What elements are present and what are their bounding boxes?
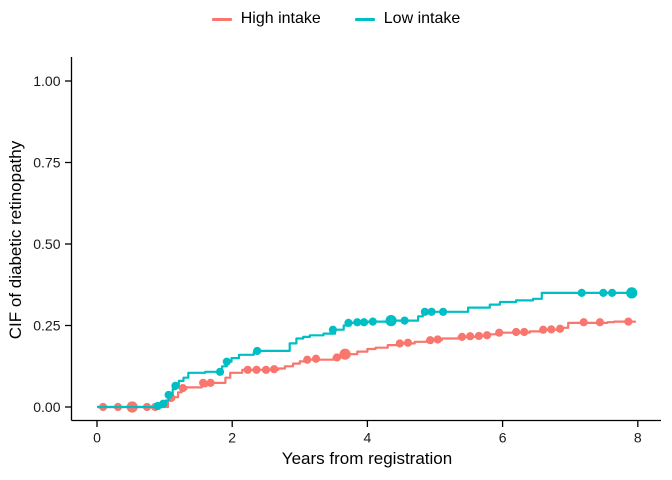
censor-mark-high-intake (482, 331, 492, 340)
censor-mark-low-intake (222, 357, 231, 366)
censor-mark-high-intake (252, 365, 261, 374)
y-tick-label: 0.25 (33, 318, 60, 334)
censor-mark-high-intake (206, 378, 215, 387)
censor-mark-low-intake (608, 288, 617, 297)
x-tick-label: 0 (93, 430, 101, 446)
curve-high-intake (97, 320, 637, 409)
censor-mark-low-intake (626, 287, 638, 299)
censor-mark-low-intake (439, 307, 448, 316)
curve-low-intake (97, 291, 632, 409)
y-axis-title: CIF of diabetic retinopathy (6, 140, 25, 340)
censor-mark-low-intake (427, 307, 436, 316)
legend-swatch-low-intake-line (354, 17, 375, 21)
censor-mark-high-intake (243, 365, 252, 374)
censor-mark-low-intake (344, 318, 353, 327)
legend-item-low-intake: Low intake (354, 10, 461, 28)
censor-mark-high-intake (624, 317, 633, 326)
censor-mark-low-intake (253, 346, 262, 356)
censor-mark-high-intake (339, 348, 351, 360)
censor-mark-high-intake (332, 353, 342, 362)
censor-mark-low-intake (171, 381, 180, 390)
censor-mark-high-intake (466, 332, 475, 341)
censor-mark-high-intake (595, 318, 605, 327)
censor-mark-high-intake (474, 331, 484, 341)
chart-legend: High intake Low intake (0, 10, 672, 28)
y-tick-label: 0.00 (33, 399, 60, 415)
y-tick-label: 0.75 (33, 155, 60, 171)
legend-label-high-intake: High intake (240, 10, 321, 27)
censor-mark-low-intake (328, 325, 338, 334)
x-tick-label: 2 (228, 430, 236, 446)
y-tick-label: 0.50 (33, 236, 60, 252)
censor-mark-high-intake (311, 354, 321, 363)
censor-mark-low-intake (599, 288, 608, 297)
censor-mark-high-intake (261, 365, 271, 374)
censor-mark-high-intake (433, 335, 442, 344)
censor-mark-high-intake (547, 325, 556, 334)
x-tick-label: 4 (364, 430, 372, 446)
censor-mark-high-intake (395, 339, 404, 348)
censor-mark-high-intake (199, 378, 208, 387)
censor-mark-low-intake (359, 318, 369, 327)
censor-mark-high-intake (555, 324, 565, 333)
censor-mark-high-intake (403, 338, 413, 347)
legend-label-low-intake: Low intake (383, 10, 461, 27)
censor-mark-low-intake (164, 390, 173, 400)
censor-mark-high-intake (457, 332, 467, 342)
legend-swatch-high-intake-line (211, 17, 232, 21)
censor-mark-high-intake (303, 355, 312, 364)
censor-mark-low-intake (400, 316, 409, 325)
censor-mark-high-intake (579, 318, 588, 327)
censor-mark-high-intake (178, 383, 187, 393)
censor-mark-low-intake (215, 367, 225, 376)
censor-mark-low-intake (368, 317, 377, 326)
censor-mark-low-intake (159, 399, 168, 408)
censor-mark-high-intake (512, 327, 521, 337)
legend-item-high-intake: High intake (211, 10, 321, 28)
x-tick-label: 8 (634, 430, 642, 446)
censor-mark-high-intake (426, 336, 435, 345)
x-tick-label: 6 (499, 430, 507, 446)
censor-mark-low-intake (577, 288, 586, 297)
censor-mark-low-intake (420, 307, 429, 316)
censor-mark-low-intake (353, 318, 362, 327)
censor-mark-high-intake (520, 327, 529, 337)
censor-mark-high-intake (270, 365, 279, 374)
x-axis-title: Years from registration (281, 449, 453, 468)
y-tick-label: 1.00 (33, 73, 60, 89)
censor-mark-low-intake (385, 315, 397, 327)
censor-mark-high-intake (495, 328, 504, 337)
censor-mark-high-intake (539, 325, 548, 334)
